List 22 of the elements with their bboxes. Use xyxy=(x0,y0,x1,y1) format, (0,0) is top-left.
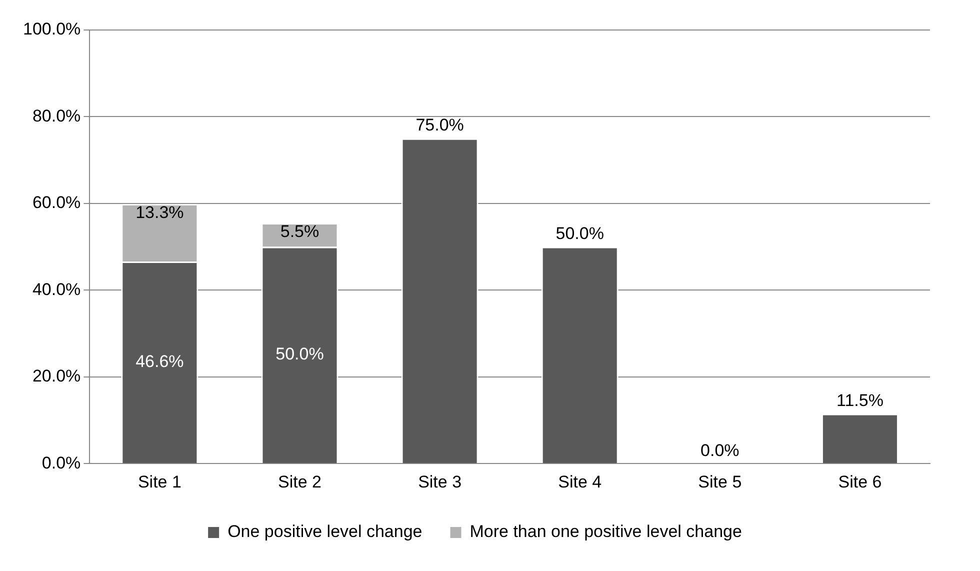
y-tick-label: 40.0% xyxy=(32,280,81,299)
y-tick-label: 0.0% xyxy=(42,453,81,472)
x-tick-label: Site 5 xyxy=(698,472,742,492)
y-tick-label: 60.0% xyxy=(32,193,81,212)
data-label: 13.3% xyxy=(136,203,184,222)
data-label: 11.5% xyxy=(836,390,884,410)
x-tick-label: Site 2 xyxy=(278,472,322,492)
x-tick-label: Site 6 xyxy=(838,472,882,492)
data-label: 46.6% xyxy=(136,352,184,372)
data-label: 75.0% xyxy=(416,116,464,135)
y-tick-label: 20.0% xyxy=(32,366,81,386)
legend-label: One positive level change xyxy=(228,522,422,542)
x-tick-label: Site 1 xyxy=(138,472,182,492)
data-label: 5.5% xyxy=(280,222,320,242)
x-tick-label: Site 3 xyxy=(418,472,462,492)
x-tick-label: Site 4 xyxy=(558,472,602,492)
data-label: 50.0% xyxy=(556,224,604,243)
y-tick-label: 100.0% xyxy=(22,20,81,39)
data-label: 50.0% xyxy=(276,344,324,364)
legend-label: More than one positive level change xyxy=(470,522,742,542)
y-tick-label: 80.0% xyxy=(32,106,81,126)
data-label: 0.0% xyxy=(700,440,740,460)
